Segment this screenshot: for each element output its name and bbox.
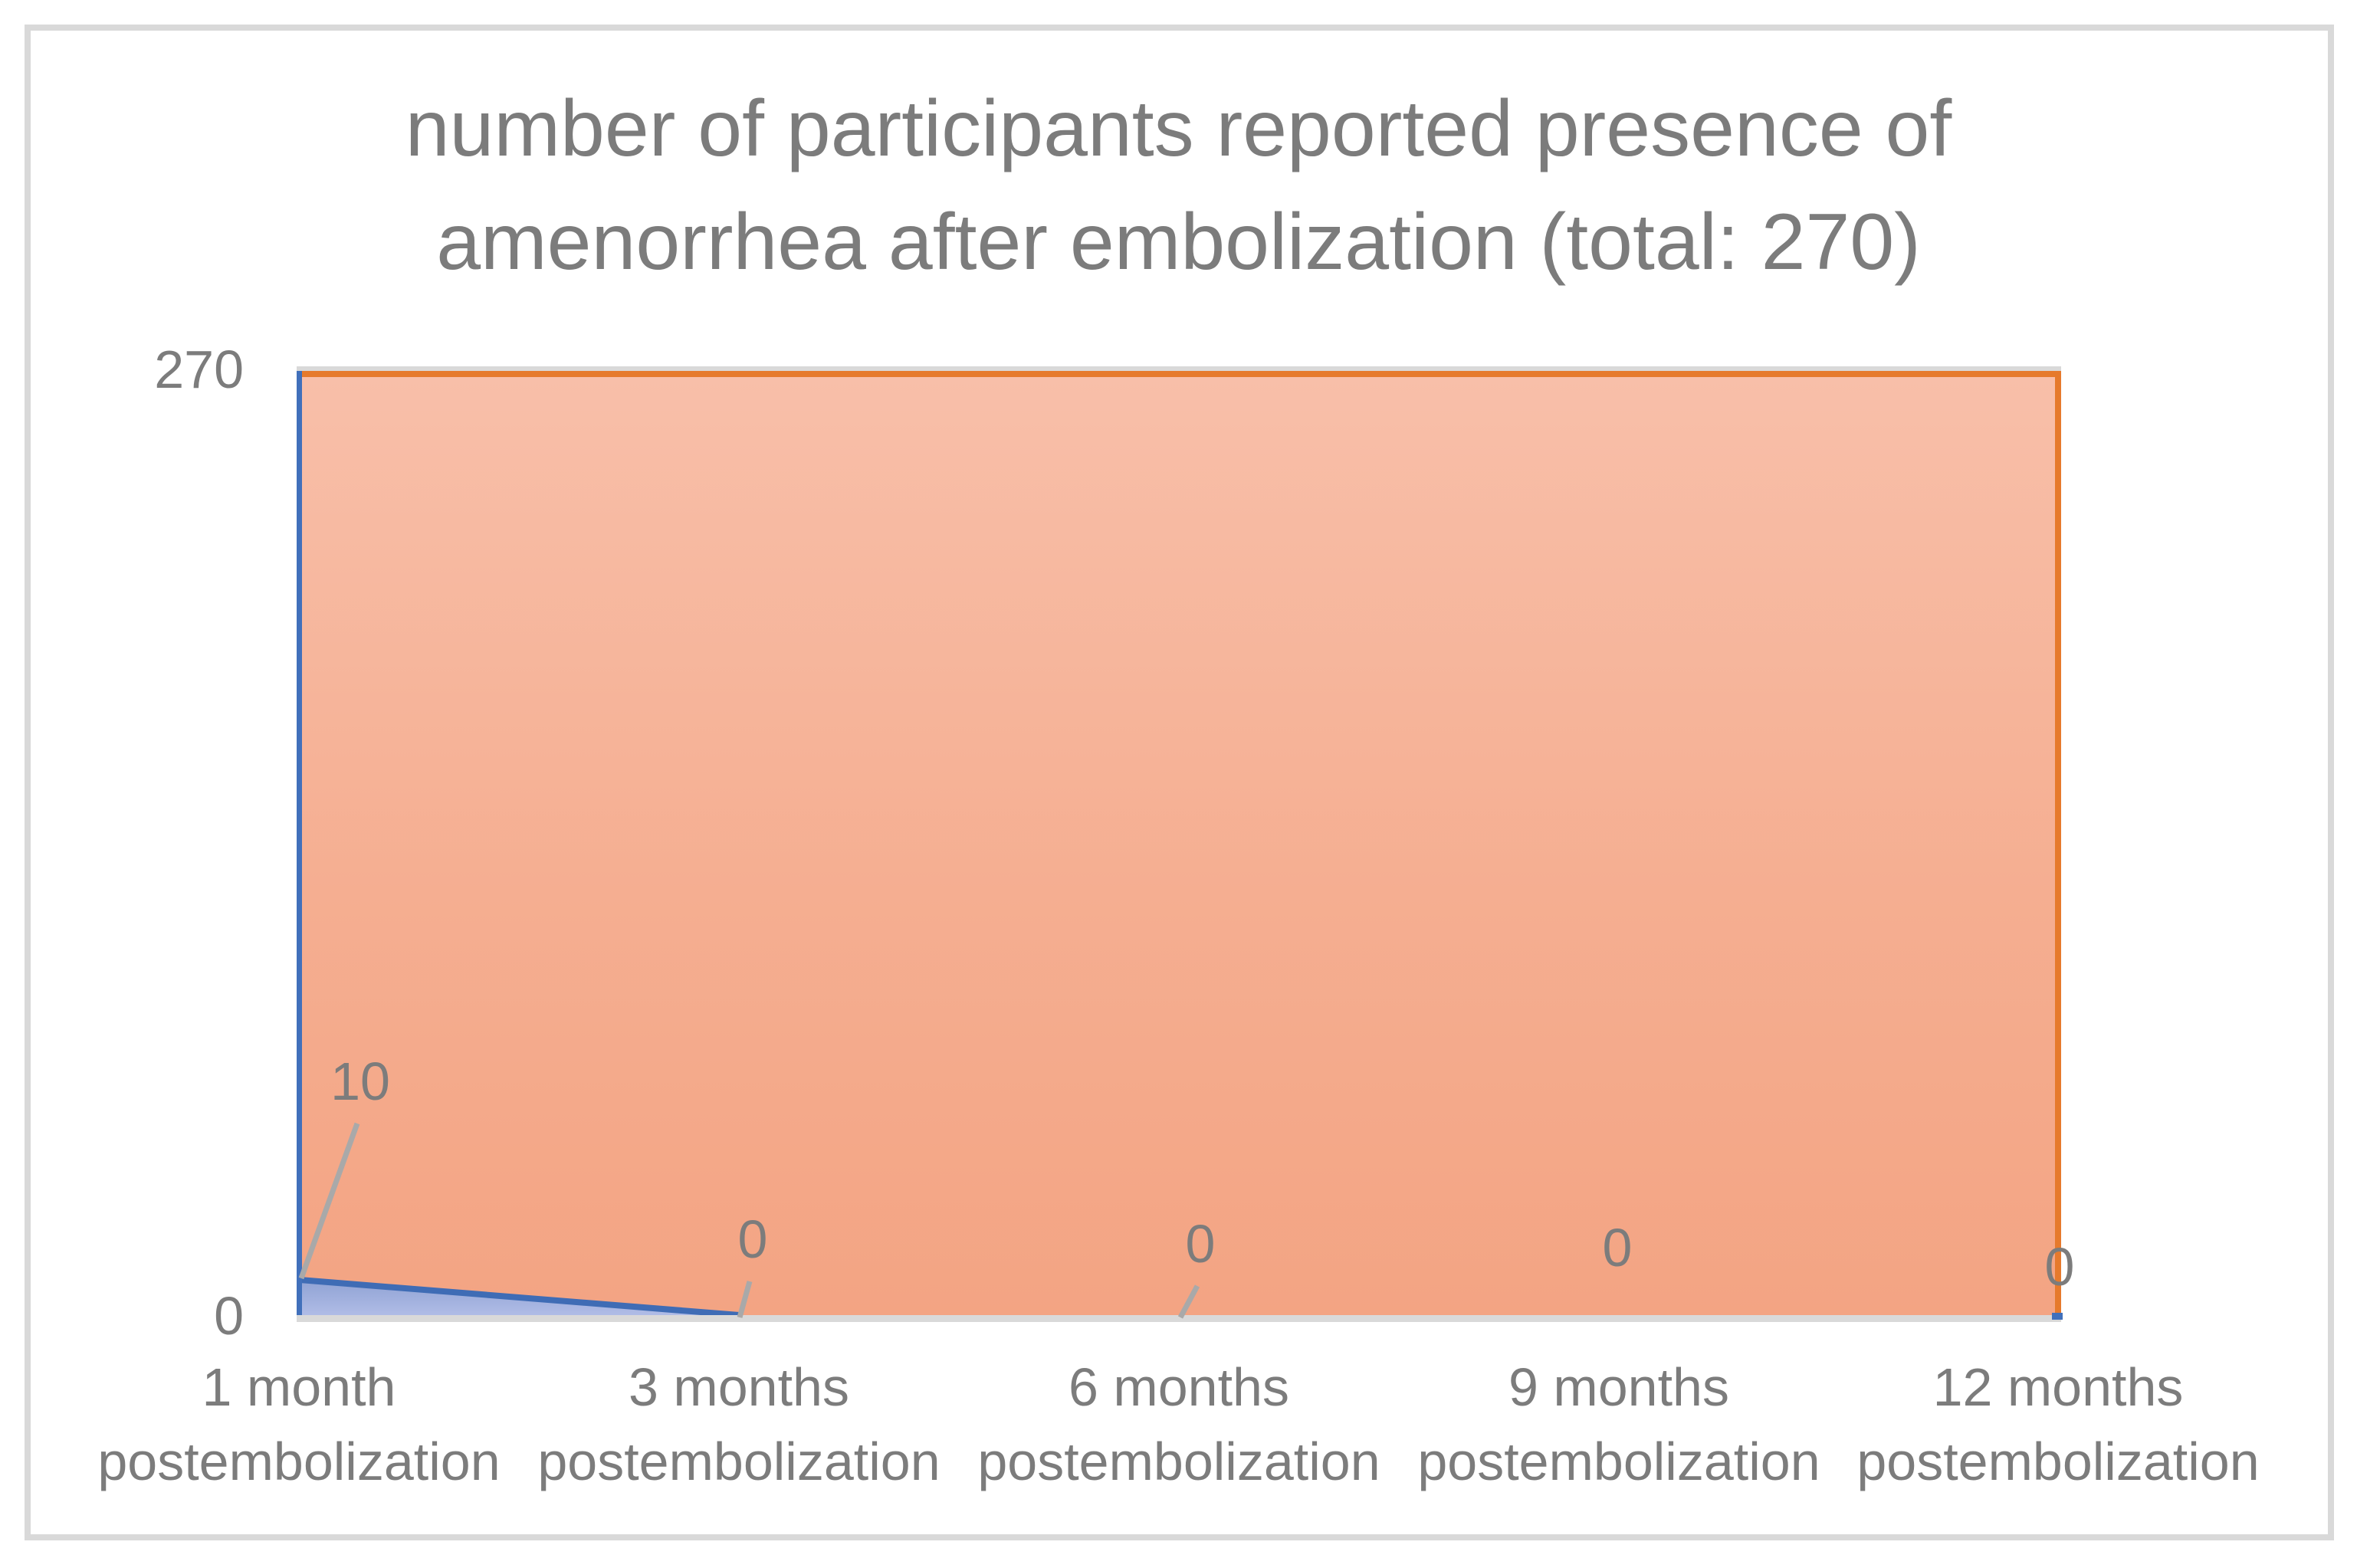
blue-series-endpoint bbox=[2052, 1313, 2063, 1320]
y-axis-tick-0: 0 bbox=[214, 1286, 244, 1346]
x-axis-label-12-months: 12 months postembolization bbox=[1856, 1357, 2260, 1491]
data-label-6-months: 0 bbox=[1185, 1214, 1216, 1274]
blue-series-area bbox=[299, 1277, 740, 1315]
x-axis-line bbox=[297, 1315, 2061, 1322]
x-axis-label-1-month: 1 month postembolization bbox=[97, 1357, 501, 1491]
data-label-1-month: 10 bbox=[330, 1051, 390, 1111]
x-axis-label-9-months: 9 months postembolization bbox=[1417, 1357, 1820, 1491]
y-axis-tick-270: 270 bbox=[154, 340, 244, 399]
x-axis-label-6-months: 6 months postembolization bbox=[977, 1357, 1380, 1491]
data-label-9-months: 0 bbox=[1602, 1218, 1633, 1278]
chart-title-line1: number of participants reported presence… bbox=[405, 84, 1952, 173]
data-label-12-months: 0 bbox=[2044, 1237, 2075, 1297]
y-axis-line-blue bbox=[297, 371, 302, 1315]
chart-title-line2: amenorrhea after embolization (total: 27… bbox=[436, 198, 1921, 287]
chart-title: number of participants reported presence… bbox=[0, 72, 2357, 299]
data-label-3-months: 0 bbox=[737, 1209, 768, 1269]
gridline-270 bbox=[297, 366, 2061, 371]
plot-area-orange-series bbox=[297, 371, 2061, 1315]
x-axis-label-3-months: 3 months postembolization bbox=[537, 1357, 941, 1491]
